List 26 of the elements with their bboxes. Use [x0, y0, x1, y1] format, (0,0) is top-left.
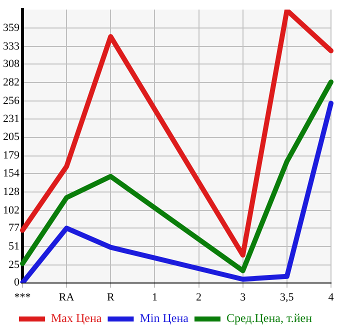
- y-tick-label: 51: [8, 240, 20, 252]
- y-tick-label: 308: [3, 58, 20, 70]
- x-tick-label: 3,5: [280, 291, 294, 304]
- x-tick-label: 2: [196, 291, 202, 304]
- y-tick-label: 128: [3, 186, 20, 198]
- x-tick-label: R: [106, 291, 115, 304]
- y-tick-label: 333: [3, 40, 20, 52]
- y-tick-label: 77: [8, 222, 20, 234]
- y-tick-label: 102: [3, 204, 20, 216]
- x-tick-label: ***: [14, 291, 31, 304]
- y-tick-label: 205: [3, 131, 20, 144]
- legend-label: Сред.Цена, т.йен: [226, 311, 313, 326]
- y-tick-label: 154: [3, 167, 20, 180]
- x-tick-label: 1: [152, 291, 158, 304]
- y-tick-label: 256: [3, 95, 20, 108]
- y-tick-label: 282: [3, 76, 20, 89]
- legend-label: Max Цена: [50, 311, 102, 326]
- x-tick-label: 3: [240, 291, 246, 304]
- y-tick-label: 25: [8, 258, 20, 271]
- legend-label: Min Цена: [140, 311, 190, 326]
- x-tick-label: 4: [328, 291, 334, 304]
- x-tick-label: RA: [58, 291, 74, 304]
- y-tick-label: 231: [3, 112, 20, 125]
- y-tick-label: 179: [3, 150, 20, 162]
- y-tick-label: 359: [3, 22, 20, 34]
- y-tick-label: 0: [14, 276, 20, 289]
